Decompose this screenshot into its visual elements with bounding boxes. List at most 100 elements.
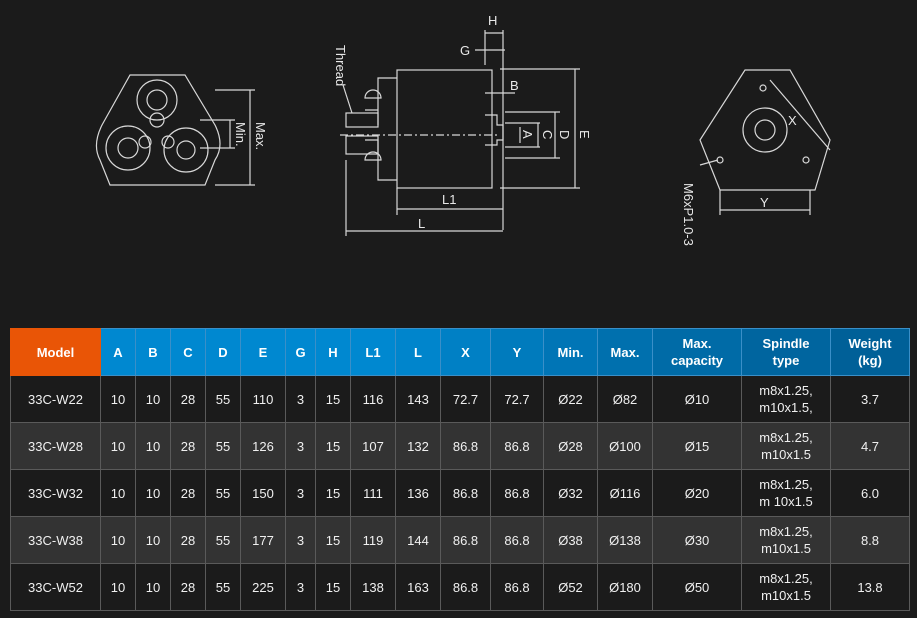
table-cell: 86.8 <box>490 422 544 470</box>
table-cell: 126 <box>240 422 286 470</box>
table-cell: 86.8 <box>490 563 544 611</box>
table-cell: 86.8 <box>440 469 491 517</box>
table-cell: m8x1.25, m10x1.5 <box>741 422 831 470</box>
table-cell: 225 <box>240 563 286 611</box>
table-cell: 15 <box>315 375 351 423</box>
table-cell: 10 <box>100 375 136 423</box>
column-header: Y <box>490 328 544 376</box>
table-cell: 10 <box>100 422 136 470</box>
table-cell: 119 <box>350 516 396 564</box>
table-cell: 86.8 <box>490 469 544 517</box>
table-cell: 72.7 <box>440 375 491 423</box>
table-cell: 10 <box>135 469 171 517</box>
a-label: A <box>520 130 535 139</box>
table-cell: 3.7 <box>830 375 910 423</box>
table-cell: 15 <box>315 469 351 517</box>
table-cell: 33C-W22 <box>10 375 101 423</box>
table-cell: 55 <box>205 469 241 517</box>
l1-label: L1 <box>442 192 456 207</box>
table-cell: Ø15 <box>652 422 742 470</box>
table-row: 33C-W22 10 10 28 55 110 3 15 116 143 72.7 72.7 Ø22 Ø8… <box>10 375 910 423</box>
table-cell: 10 <box>100 563 136 611</box>
table-cell: 10 <box>135 516 171 564</box>
table-cell: m8x1.25, m10x1.5, <box>741 375 831 423</box>
table-cell: m8x1.25, m 10x1.5 <box>741 469 831 517</box>
table-cell: 150 <box>240 469 286 517</box>
back-view-drawing: X Y M6xP1.0-3 <box>681 69 831 246</box>
screw-label: M6xP1.0-3 <box>681 183 696 246</box>
table-cell: 28 <box>170 469 206 517</box>
table-cell: Ø116 <box>597 469 653 517</box>
x-label: X <box>788 113 797 128</box>
table-cell: Ø50 <box>652 563 742 611</box>
technical-drawings: Max. Min. Thread H G B A C D E L1 L <box>95 13 831 246</box>
table-cell: 163 <box>395 563 441 611</box>
table-row: 33C-W28 10 10 28 55 126 3 15 107 132 86.8 86.8 Ø28 Ø1… <box>10 422 910 470</box>
table-cell: 3 <box>285 516 316 564</box>
table-cell: 28 <box>170 516 206 564</box>
table-cell: 3 <box>285 563 316 611</box>
table-cell: 8.8 <box>830 516 910 564</box>
table-cell: 10 <box>100 469 136 517</box>
column-header: Model <box>10 328 101 376</box>
table-cell: 138 <box>350 563 396 611</box>
table-cell: 86.8 <box>440 422 491 470</box>
max-label: Max. <box>253 122 268 150</box>
table-cell: Ø82 <box>597 375 653 423</box>
table-cell: Ø30 <box>652 516 742 564</box>
table-cell: 13.8 <box>830 563 910 611</box>
column-header: A <box>100 328 136 376</box>
table-cell: 3 <box>285 422 316 470</box>
table-cell: 33C-W28 <box>10 422 101 470</box>
table-cell: 10 <box>100 516 136 564</box>
table-cell: Ø22 <box>543 375 598 423</box>
min-label: Min. <box>233 122 248 147</box>
table-cell: Ø20 <box>652 469 742 517</box>
g-label: G <box>460 43 470 58</box>
y-label: Y <box>760 195 769 210</box>
column-header: Min. <box>543 328 598 376</box>
table-cell: 28 <box>170 563 206 611</box>
table-header-row: Model A B C D E G H L1 L X Y Min. Max. Max. capacity Spi… <box>10 328 910 376</box>
column-header: B <box>135 328 171 376</box>
thread-label: Thread <box>333 45 348 86</box>
table-row: 33C-W52 10 10 28 55 225 3 15 138 163 86.8 86.8 Ø52 Ø1… <box>10 563 910 611</box>
table-cell: 177 <box>240 516 286 564</box>
table-cell: Ø38 <box>543 516 598 564</box>
table-cell: 3 <box>285 469 316 517</box>
table-cell: 15 <box>315 516 351 564</box>
table-cell: 55 <box>205 516 241 564</box>
table-cell: Ø52 <box>543 563 598 611</box>
column-header: E <box>240 328 286 376</box>
table-cell: 116 <box>350 375 396 423</box>
table-cell: 10 <box>135 563 171 611</box>
table-cell: 33C-W52 <box>10 563 101 611</box>
table-cell: 55 <box>205 422 241 470</box>
column-header: L1 <box>350 328 396 376</box>
table-cell: 110 <box>240 375 286 423</box>
c-label: C <box>540 130 555 139</box>
front-view-drawing: Max. Min. <box>95 74 268 186</box>
h-label: H <box>488 13 497 28</box>
table-cell: 10 <box>135 422 171 470</box>
column-header: C <box>170 328 206 376</box>
table-cell: m8x1.25, m10x1.5 <box>741 516 831 564</box>
table-cell: 136 <box>395 469 441 517</box>
table-cell: 111 <box>350 469 396 517</box>
table-cell: 15 <box>315 563 351 611</box>
table-cell: 15 <box>315 422 351 470</box>
table-cell: 28 <box>170 375 206 423</box>
table-cell: Ø180 <box>597 563 653 611</box>
table-cell: 33C-W32 <box>10 469 101 517</box>
column-header: G <box>285 328 316 376</box>
table-cell: m8x1.25, m10x1.5 <box>741 563 831 611</box>
column-header: X <box>440 328 491 376</box>
table-cell: 6.0 <box>830 469 910 517</box>
table-cell: 55 <box>205 563 241 611</box>
table-cell: 33C-W38 <box>10 516 101 564</box>
table-cell: Ø10 <box>652 375 742 423</box>
column-header: H <box>315 328 351 376</box>
e-label: E <box>577 130 592 139</box>
table-cell: 86.8 <box>440 563 491 611</box>
table-cell: 143 <box>395 375 441 423</box>
